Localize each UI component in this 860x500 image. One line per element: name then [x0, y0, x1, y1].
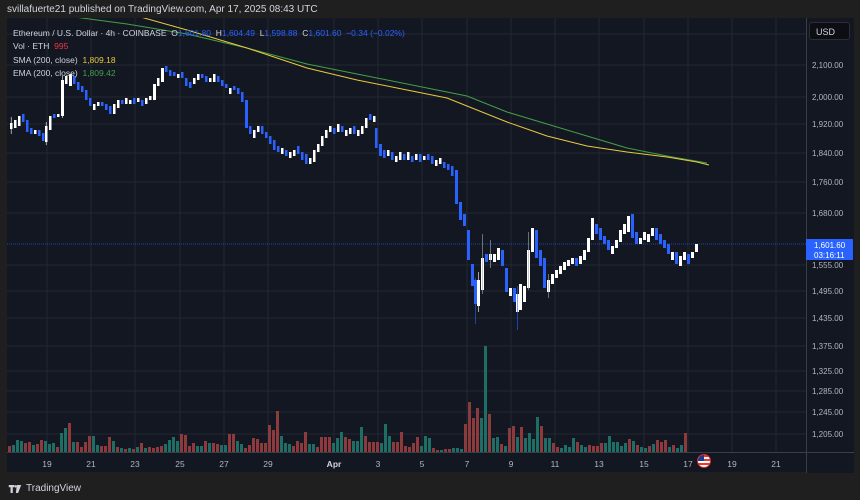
change-value: −0.34 (−0.02%)	[346, 28, 405, 38]
price-tick: 2,000.00	[812, 93, 844, 102]
volume-bars	[8, 346, 687, 452]
price-tick: 1,495.00	[812, 287, 844, 296]
volume-value: 995	[54, 41, 69, 52]
close-value: 1,601.60	[308, 28, 342, 38]
brand-name: TradingView	[26, 483, 82, 494]
close-label: C	[302, 28, 309, 38]
currency-button[interactable]: USD	[809, 22, 850, 40]
time-tick: 27	[219, 459, 229, 469]
chart-panel[interactable]	[7, 18, 807, 472]
high-value: 1,604.49	[221, 28, 255, 38]
sma-label: SMA (200, close)	[13, 54, 78, 65]
time-tick: 13	[594, 459, 604, 469]
time-axis[interactable]: 19 21 23 25 27 29 Apr 3 5 7 9 11 13 15 1…	[7, 452, 806, 473]
price-chart[interactable]	[7, 18, 807, 472]
us-event-flag-icon[interactable]	[697, 454, 711, 468]
time-tick: 19	[727, 459, 737, 469]
bar-countdown: 03:16:11	[814, 250, 845, 260]
candles	[10, 66, 698, 330]
open-value: 1,601.80	[177, 28, 211, 38]
time-tick: 23	[130, 459, 140, 469]
legend-sma-row[interactable]: SMA (200, close) 1,809.18	[13, 54, 405, 67]
price-tick: 1,205.00	[812, 430, 844, 439]
time-tick: 25	[175, 459, 185, 469]
price-tick: 1,555.00	[812, 261, 844, 270]
price-tick: 1,920.00	[812, 120, 844, 129]
price-tick: 1,840.00	[812, 149, 844, 158]
sma-value: 1,809.18	[82, 54, 116, 65]
legend-volume-row[interactable]: Vol · ETH 995	[13, 40, 405, 53]
open-label: O	[171, 28, 178, 38]
published-line: svillafuerte21 published on TradingView.…	[7, 4, 318, 15]
high-label: H	[215, 28, 222, 38]
ema-value: 1,809.42	[82, 68, 116, 79]
price-tick: 1,285.00	[812, 387, 844, 396]
time-tick: 11	[550, 459, 560, 469]
legend-symbol-row: Ethereum / U.S. Dollar · 4h · COINBASE O…	[13, 27, 405, 40]
low-value: 1,598.88	[264, 28, 298, 38]
ema-line	[78, 18, 708, 164]
time-tick: 5	[419, 459, 425, 469]
price-tick: 1,325.00	[812, 367, 844, 376]
time-tick: 15	[639, 459, 649, 469]
ema-label: EMA (200, close)	[13, 68, 78, 79]
symbol-name[interactable]: Ethereum / U.S. Dollar · 4h · COINBASE	[13, 28, 167, 38]
time-tick: 7	[464, 459, 470, 469]
low-label: L	[259, 28, 265, 38]
price-tick: 1,435.00	[812, 314, 844, 323]
time-tick: 29	[263, 459, 273, 469]
grid-lines	[7, 18, 807, 452]
time-tick: 17	[683, 459, 693, 469]
price-tick: 1,760.00	[812, 178, 844, 187]
price-tick: 1,375.00	[812, 342, 844, 351]
tradingview-logo-icon	[8, 484, 22, 493]
time-tick: 3	[375, 459, 381, 469]
volume-label: Vol · ETH	[13, 41, 50, 52]
current-price-label: 1,601.60 03:16:11	[806, 239, 853, 260]
current-price-value: 1,601.60	[814, 241, 846, 250]
sma-line	[142, 18, 710, 166]
legend-ema-row[interactable]: EMA (200, close) 1,809.42	[13, 67, 405, 80]
time-tick: 19	[42, 459, 52, 469]
tradingview-brand[interactable]: TradingView	[8, 483, 81, 494]
time-tick-month: Apr	[326, 459, 342, 469]
price-tick: 1,680.00	[812, 209, 844, 218]
time-tick: 21	[86, 459, 96, 469]
chart-legend: Ethereum / U.S. Dollar · 4h · COINBASE O…	[13, 27, 405, 81]
time-tick: 9	[508, 459, 514, 469]
axis-corner	[806, 452, 854, 473]
price-tick: 1,245.00	[812, 408, 844, 417]
time-tick: 21	[771, 459, 781, 469]
price-tick: 2,100.00	[812, 61, 844, 70]
